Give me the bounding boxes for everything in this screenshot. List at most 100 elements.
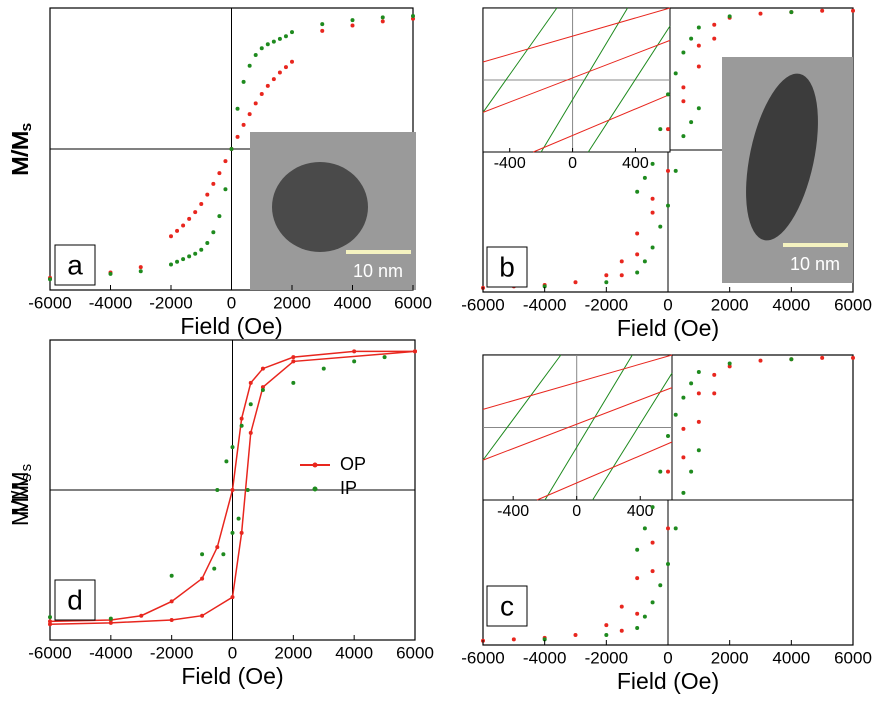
- x-tick-label: 2000: [711, 648, 749, 667]
- data-point: [277, 70, 282, 75]
- data-point: [658, 224, 663, 229]
- data-point: [239, 416, 244, 421]
- data-point: [696, 419, 701, 424]
- data-point: [108, 616, 113, 621]
- data-point: [217, 214, 222, 219]
- data-point: [820, 355, 825, 360]
- data-point: [658, 583, 663, 588]
- data-point: [635, 189, 640, 194]
- data-point: [352, 359, 357, 364]
- x-tick-label: -2000: [585, 648, 628, 667]
- data-point: [247, 63, 252, 68]
- data-point: [666, 434, 670, 439]
- data-point: [175, 228, 180, 233]
- data-point: [696, 370, 701, 375]
- x-tick-label: -4000: [523, 295, 566, 314]
- data-point: [666, 92, 670, 97]
- panel-label: c: [500, 590, 514, 621]
- data-point: [696, 448, 701, 453]
- data-point: [259, 46, 264, 51]
- particle: [746, 73, 818, 241]
- x-tick-label: 6000: [394, 293, 432, 312]
- data-point: [635, 576, 640, 581]
- panel-label-box: [486, 585, 528, 627]
- data-point: [253, 53, 258, 57]
- x-axis-label: Field (Oe): [617, 315, 719, 341]
- inset-line: [482, 7, 671, 153]
- data-point: [239, 423, 244, 428]
- data-point: [681, 134, 686, 139]
- panel-label-box: [54, 244, 96, 286]
- data-point: [48, 615, 52, 620]
- data-point: [727, 361, 732, 366]
- data-point: [200, 576, 205, 581]
- data-point: [260, 366, 265, 371]
- particle: [272, 162, 368, 252]
- data-point: [108, 271, 113, 276]
- data-point: [542, 637, 547, 642]
- data-point: [215, 545, 220, 550]
- data-point: [666, 168, 670, 173]
- data-point: [666, 127, 670, 132]
- data-point: [673, 168, 678, 173]
- data-point: [291, 355, 296, 360]
- data-point: [138, 269, 143, 274]
- data-point: [681, 395, 686, 400]
- data-point: [139, 613, 144, 618]
- data-point: [820, 8, 825, 13]
- data-point: [650, 245, 655, 250]
- data-point: [712, 22, 717, 27]
- inset-line: [482, 7, 671, 153]
- y-axis-label-main: M/M: [7, 471, 33, 516]
- data-point: [230, 445, 235, 450]
- data-point: [169, 262, 173, 267]
- data-point: [199, 202, 204, 207]
- panel-label-box: [54, 579, 96, 621]
- data-point: [673, 412, 678, 417]
- data-point: [789, 357, 794, 362]
- data-point: [689, 381, 694, 386]
- legend-label: IP: [340, 478, 357, 498]
- data-point: [727, 364, 732, 369]
- x-tick-label: 2000: [273, 293, 311, 312]
- data-point: [181, 223, 186, 228]
- data-point: [291, 359, 296, 364]
- x-tick-label: -4000: [523, 648, 566, 667]
- data-point: [681, 426, 686, 431]
- data-point: [696, 64, 701, 69]
- inset-tick-label: 0: [568, 155, 577, 172]
- data-point: [658, 127, 663, 132]
- data-point: [200, 613, 205, 618]
- y-axis-label: M/Ms: [7, 464, 35, 516]
- data-point: [48, 277, 52, 282]
- data-point: [758, 11, 763, 16]
- data-point: [673, 526, 678, 531]
- data-point: [681, 99, 686, 104]
- data-point: [205, 241, 210, 245]
- data-point: [666, 469, 670, 474]
- x-tick-label: 6000: [834, 295, 872, 314]
- data-point: [193, 210, 198, 215]
- inset-tick-label: 0: [572, 503, 581, 520]
- data-point: [352, 349, 357, 354]
- data-point: [681, 490, 686, 495]
- x-tick-label: -4000: [89, 643, 132, 662]
- data-point: [689, 36, 694, 41]
- scale-label: 10 nm: [353, 261, 403, 281]
- panel-label: d: [67, 584, 83, 615]
- x-tick-label: 6000: [396, 643, 434, 662]
- data-point: [851, 355, 855, 360]
- data-point: [239, 530, 244, 535]
- inset-tick-label: -400: [497, 503, 529, 520]
- x-tick-label: -2000: [150, 643, 193, 662]
- data-point: [265, 83, 270, 88]
- data-point: [217, 171, 222, 176]
- data-point: [175, 259, 180, 264]
- inset-line: [482, 354, 673, 501]
- data-point: [212, 566, 217, 571]
- data-point: [223, 187, 228, 192]
- x-axis-label: Field (Oe): [617, 668, 719, 694]
- data-point: [650, 540, 655, 545]
- x-tick-label: -2000: [149, 293, 192, 312]
